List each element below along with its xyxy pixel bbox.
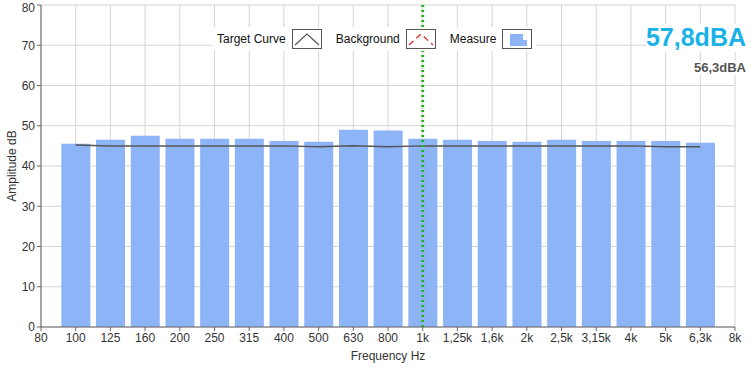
svg-text:100: 100 — [66, 331, 86, 345]
svg-text:0: 0 — [28, 320, 35, 334]
html-text:57,8dBA: 57,8dBA — [646, 23, 746, 51]
svg-text:20: 20 — [22, 240, 36, 254]
html-text:Measure: Measure — [449, 32, 497, 46]
svg-text:1,25k: 1,25k — [443, 331, 473, 345]
svg-text:30: 30 — [22, 200, 36, 214]
svg-text:1,6k: 1,6k — [481, 331, 505, 345]
html-text:Amplitude dB: Amplitude dB — [5, 130, 19, 202]
svg-text:250: 250 — [204, 331, 224, 345]
svg-text:80: 80 — [34, 331, 48, 345]
html-text:Target Curve: Target Curve — [217, 32, 286, 46]
svg-text:50: 50 — [22, 119, 36, 133]
svg-text:160: 160 — [135, 331, 155, 345]
svg-text:3,15k: 3,15k — [582, 331, 612, 345]
html-text:Background: Background — [335, 32, 400, 46]
svg-text:500: 500 — [309, 331, 329, 345]
html-text:Frequency Hz: Frequency Hz — [350, 349, 426, 363]
svg-text:630: 630 — [343, 331, 363, 345]
svg-text:200: 200 — [170, 331, 190, 345]
svg-text:60: 60 — [22, 79, 36, 93]
svg-text:2,5k: 2,5k — [550, 331, 574, 345]
svg-text:10: 10 — [22, 280, 36, 294]
svg-text:400: 400 — [274, 331, 294, 345]
svg-text:2k: 2k — [520, 331, 534, 345]
svg-text:4k: 4k — [625, 331, 639, 345]
html-text:56,3dBA: 56,3dBA — [694, 60, 746, 75]
svg-text:125: 125 — [100, 331, 120, 345]
svg-text:40: 40 — [22, 159, 36, 173]
svg-text:6,3k: 6,3k — [689, 331, 713, 345]
svg-text:8k: 8k — [729, 331, 743, 345]
svg-text:80: 80 — [22, 1, 36, 15]
svg-text:315: 315 — [239, 331, 259, 345]
svg-text:800: 800 — [378, 331, 398, 345]
svg-text:1k: 1k — [416, 331, 430, 345]
svg-text:5k: 5k — [659, 331, 673, 345]
svg-text:70: 70 — [22, 39, 36, 53]
